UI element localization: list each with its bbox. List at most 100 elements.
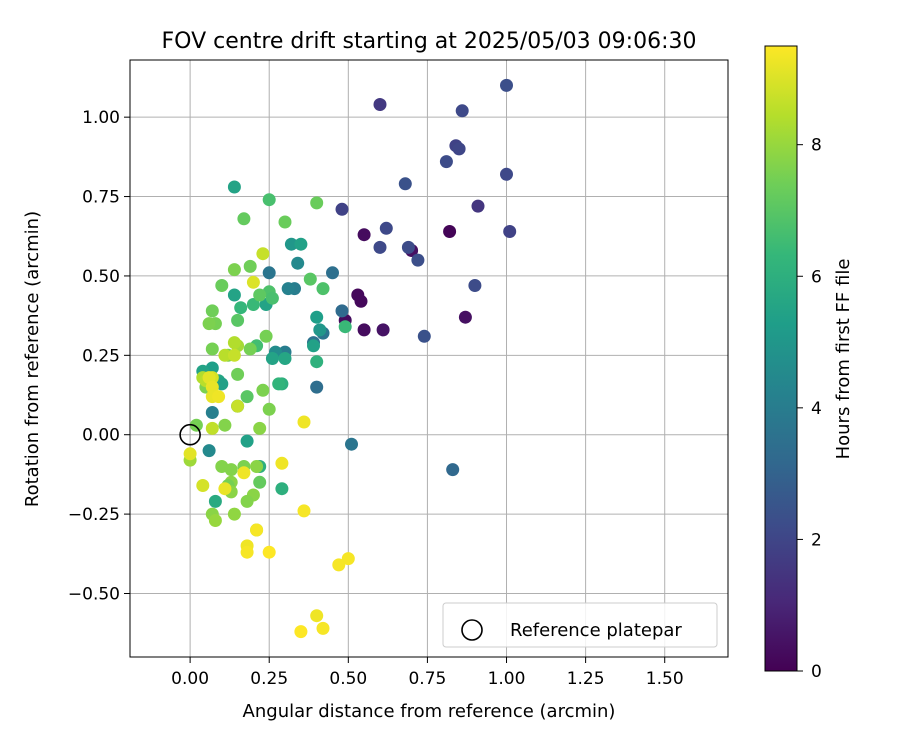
data-point [294,625,308,639]
data-point [227,348,241,362]
y-tick-label: 0.25 [82,346,120,366]
data-point [262,402,276,416]
chart-title: FOV centre drift starting at 2025/05/03 … [162,29,697,54]
data-point [291,256,305,270]
y-tick-label: 1.00 [82,108,120,128]
legend: Reference platepar [442,602,718,648]
data-point [250,523,264,537]
data-point [452,142,466,156]
data-point [338,320,352,334]
x-tick-label: 1.50 [646,669,684,689]
data-point [250,460,264,473]
x-tick-label: 0.00 [171,669,209,689]
colorbar-tick-label: 8 [811,136,822,156]
data-point [341,552,355,566]
data-point [335,304,349,318]
plot-area-frame [129,59,729,658]
data-point [275,482,289,496]
data-point [183,447,197,461]
legend-box [442,602,718,648]
x-axis-label: Angular distance from reference (arcmin) [243,701,616,722]
data-point [265,352,279,365]
data-point [443,225,457,238]
data-point [205,421,219,435]
y-tick-label: 0.75 [82,188,120,208]
data-point [265,291,279,305]
data-point [256,247,270,261]
data-point [262,545,276,559]
data-point [335,202,349,216]
colorbar-gradient [765,46,797,671]
data-point [202,317,216,331]
data-point [297,415,311,429]
data-point [500,78,513,92]
data-point [281,282,295,296]
data-point [202,444,216,458]
data-point [240,545,254,559]
colorbar-tick-label: 4 [811,399,822,419]
x-axis-ticks: 0.00 0.25 0.50 0.75 1.00 1.25 1.50 [171,657,684,689]
data-point [256,383,270,397]
data-point [357,323,371,337]
data-point [205,406,219,419]
data-point [313,323,327,337]
y-axis-label: Rotation from reference (arcmin) [22,211,43,507]
data-point [297,504,311,518]
data-point [243,342,257,356]
data-point [468,279,482,292]
colorbar-ticks: 0 2 4 6 8 [797,136,822,682]
data-point [326,266,339,280]
data-point [243,259,257,273]
y-tick-label: −0.50 [68,584,120,604]
data-point [458,310,472,324]
data-point [446,463,460,477]
data-point [500,167,513,181]
data-point [227,180,241,194]
data-point [227,263,241,277]
y-tick-label: −0.25 [68,505,120,525]
data-point [316,282,330,296]
data-point [373,98,387,111]
data-point [455,104,469,118]
colorbar-tick-label: 0 [811,662,822,682]
data-point [227,288,241,302]
data-point [215,279,229,292]
data-point [208,494,222,508]
data-point [357,228,371,242]
data-point [262,266,276,280]
x-tick-label: 1.00 [488,669,526,689]
y-axis-ticks: −0.50 −0.25 0.00 0.25 0.50 0.75 1.00 [68,108,130,604]
data-point [379,221,393,235]
data-point [398,177,412,191]
data-point [208,514,222,527]
data-point [218,348,232,362]
data-point [316,621,330,635]
reference-marker [179,423,201,446]
data-point [227,507,241,521]
data-point [212,390,226,404]
data-point [471,199,485,213]
data-point [246,298,260,311]
data-point [231,367,245,381]
legend-reference-icon [461,619,483,641]
data-point [246,275,260,289]
data-point [253,421,267,435]
data-point [272,377,286,391]
x-tick-label: 0.75 [408,669,446,689]
data-point [262,193,276,207]
data-point [345,437,358,451]
data-point [231,313,245,327]
data-point [376,323,390,337]
data-point [231,399,245,413]
data-point [310,310,324,324]
data-point [240,494,254,508]
colorbar-frame [764,45,798,672]
data-point [240,390,254,404]
data-point [303,272,317,286]
data-point [284,237,298,251]
y-tick-label: 0.50 [82,267,120,287]
data-point [417,329,431,343]
y-tick-label: 0.00 [82,426,120,446]
data-point [310,609,324,623]
data-points [183,78,517,639]
